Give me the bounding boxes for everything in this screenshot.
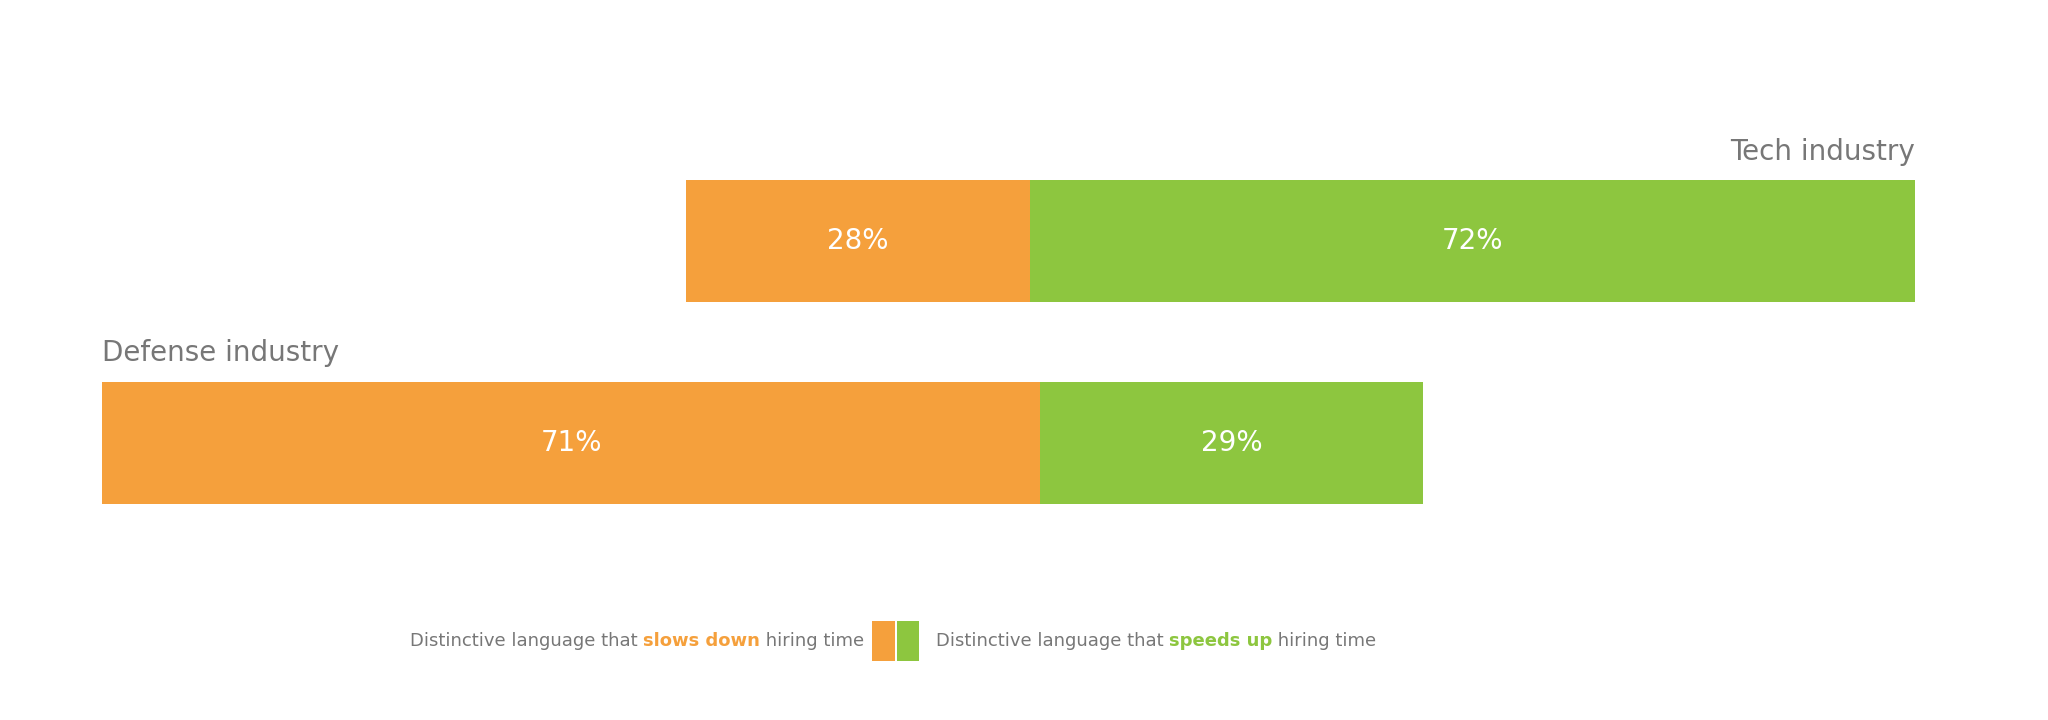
Text: 72%: 72% bbox=[1442, 228, 1503, 255]
Text: hiring time: hiring time bbox=[760, 632, 864, 649]
Text: 28%: 28% bbox=[827, 228, 889, 255]
Text: Tech industry: Tech industry bbox=[1731, 138, 1915, 166]
Text: Distinctive language that: Distinctive language that bbox=[936, 632, 1169, 649]
Text: 71%: 71% bbox=[541, 429, 602, 456]
Text: 29%: 29% bbox=[1200, 429, 1264, 456]
Text: Distinctive language that: Distinctive language that bbox=[410, 632, 643, 649]
Text: hiring time: hiring time bbox=[1272, 632, 1376, 649]
Text: Defense industry: Defense industry bbox=[102, 339, 340, 367]
Text: slows down: slows down bbox=[643, 632, 760, 649]
Text: speeds up: speeds up bbox=[1169, 632, 1272, 649]
